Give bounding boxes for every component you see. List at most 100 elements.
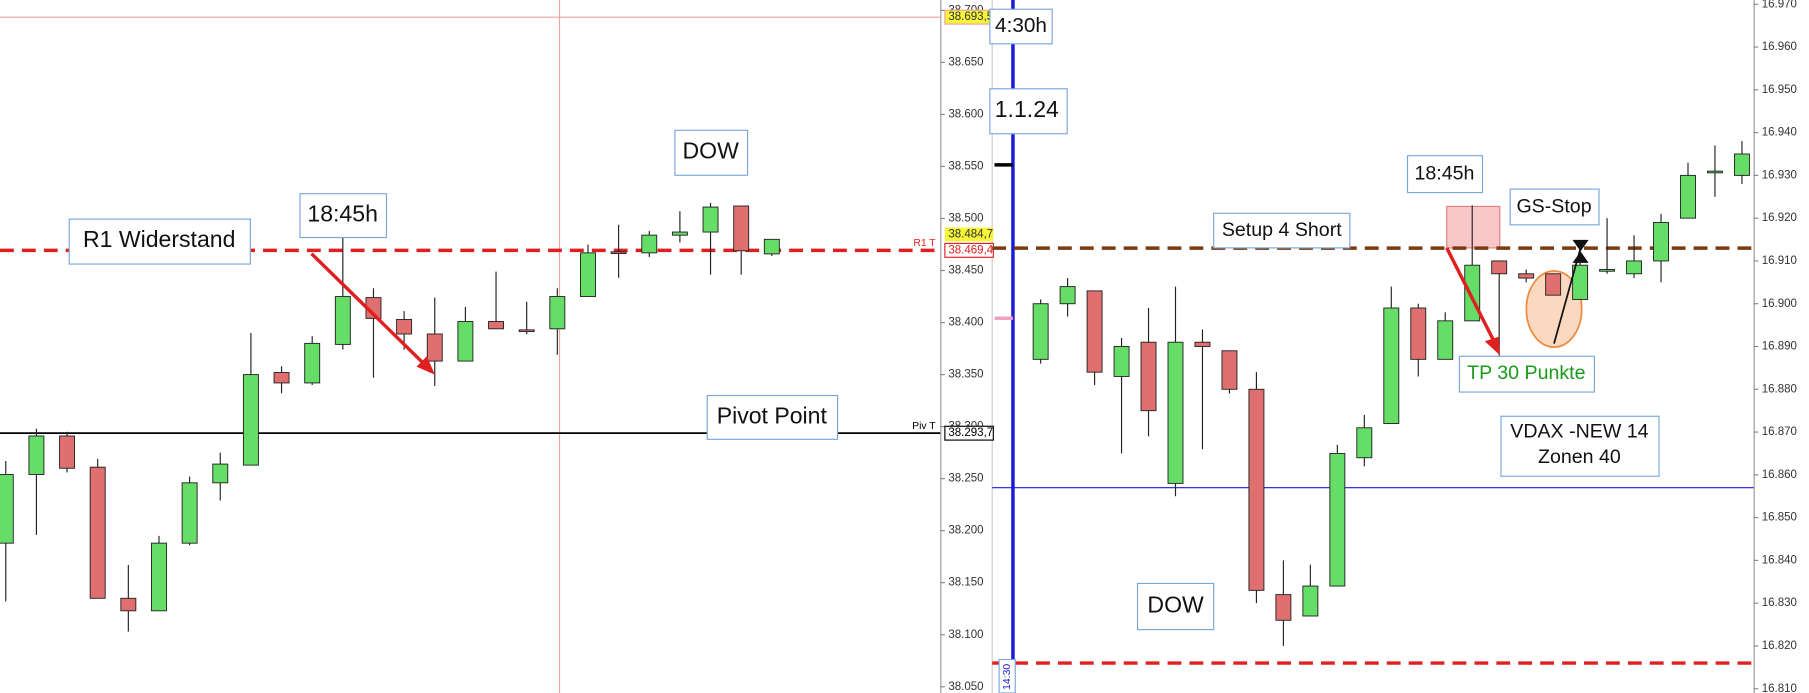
label-box (1136, 582, 1215, 631)
highlight (1525, 270, 1583, 348)
candle-body (610, 251, 627, 255)
candle-body (151, 542, 167, 612)
candle-body (1733, 153, 1750, 176)
candle-body (181, 482, 198, 544)
label-box (1213, 212, 1351, 249)
y-tick-label: 16.850 (1762, 512, 1797, 524)
candle-body (1572, 264, 1589, 300)
annotation: 18:45h (1414, 162, 1474, 184)
candle-body (89, 466, 106, 599)
candle-body (1140, 341, 1157, 412)
annotations: R1 Widerstand 18:45h DOW Pivot Point 4:3… (68, 8, 1660, 693)
stop-marker (1572, 239, 1589, 263)
label-box (1458, 355, 1595, 393)
price-tag (944, 242, 994, 258)
candle-body (1167, 341, 1184, 484)
y-tick-label: 38.500 (948, 213, 983, 225)
candle-body (1356, 427, 1373, 459)
y-tick-label: 38.200 (948, 525, 983, 537)
candle-body (488, 321, 505, 330)
level-name: R1 T (913, 238, 936, 249)
candle-body (1221, 350, 1238, 390)
annotation: Setup 4 Short (1222, 219, 1342, 241)
label-box (706, 394, 839, 440)
candle-body (120, 597, 137, 612)
candle-body (1329, 452, 1346, 587)
candle-body (28, 435, 45, 475)
price-tag-label: 38.484,7 (948, 228, 993, 240)
candle-body (1059, 286, 1076, 305)
y-tick-label: 38.350 (948, 369, 983, 381)
candle-body (1383, 307, 1400, 424)
label-box (674, 129, 749, 176)
y-tick-label: 38.050 (948, 681, 983, 693)
y-tick-label: 16.950 (1762, 84, 1797, 96)
y-tick-label: 16.940 (1762, 127, 1797, 139)
candle-body (1680, 174, 1696, 219)
price-tag (944, 227, 994, 242)
candle-body (396, 318, 413, 335)
y-tick-label: 16.820 (1762, 640, 1797, 652)
candle-body (1248, 388, 1265, 591)
candle-body (1518, 273, 1535, 279)
candle-body (304, 342, 321, 384)
annotation: R1 Widerstand (83, 226, 235, 252)
candle-body (1302, 585, 1319, 617)
y-tick-label: 38.150 (948, 577, 983, 589)
annotation: VDAX -NEW 14 (1510, 421, 1648, 443)
label-box (989, 88, 1068, 135)
candle-body (59, 435, 76, 469)
y-tick-label: 16.890 (1762, 341, 1797, 353)
y-tick-label: 16.810 (1762, 683, 1797, 693)
candle-body (1194, 341, 1211, 347)
arrow-head (1484, 336, 1500, 356)
y-tick-label: 16.920 (1762, 212, 1797, 224)
layout-under (558, 0, 1755, 693)
candle-body (1032, 303, 1049, 360)
candle-body (733, 205, 750, 252)
annotation: Zonen 40 (1538, 446, 1621, 468)
zone (1446, 205, 1501, 249)
candle-body (1086, 290, 1103, 373)
candle-body (641, 234, 658, 254)
y-tick-label: 38.250 (948, 473, 983, 485)
candle-body (457, 321, 474, 362)
y-tick-label: 38.650 (948, 56, 983, 68)
label-box (1406, 155, 1484, 194)
candle-body (1626, 260, 1643, 275)
annotation: 4:30h (995, 14, 1047, 37)
y-tick-label: 16.830 (1762, 597, 1797, 609)
label-box (1509, 188, 1600, 226)
label-box (299, 193, 388, 239)
annotation: 18:45h (307, 201, 378, 227)
candle-body (1410, 307, 1427, 360)
y-tick-label: 38.400 (948, 317, 983, 329)
y-tick-label: 16.960 (1762, 41, 1797, 53)
price-tag (944, 425, 994, 441)
y-tick-label: 16.970 (1762, 0, 1797, 10)
candle-body (549, 296, 566, 330)
price-tag-label: 38.293,7 (948, 427, 993, 439)
candle-body (242, 374, 259, 466)
y-tick-label: 38.600 (948, 109, 983, 121)
annotation: DOW (1147, 592, 1204, 618)
label-box (998, 658, 1016, 693)
y-tick-label: 38.450 (948, 265, 983, 277)
y-tick-label: 16.840 (1762, 554, 1797, 566)
arrow (1445, 247, 1497, 345)
annotation: DOW (683, 137, 740, 163)
candle-body (1437, 320, 1454, 360)
candle-body (763, 238, 780, 255)
time-label: 14:30 (1002, 664, 1013, 690)
candle-body (580, 252, 596, 298)
y-tick-label: 16.880 (1762, 383, 1797, 395)
y-tick-label: 16.860 (1762, 469, 1797, 481)
candle-body (1464, 264, 1481, 322)
y-tick-label: 16.900 (1762, 298, 1797, 310)
level-name: Piv T (912, 421, 936, 432)
y-tick-label: 16.930 (1762, 169, 1797, 181)
label-box (68, 218, 251, 265)
annotation: TP 30 Punkte (1467, 362, 1586, 384)
